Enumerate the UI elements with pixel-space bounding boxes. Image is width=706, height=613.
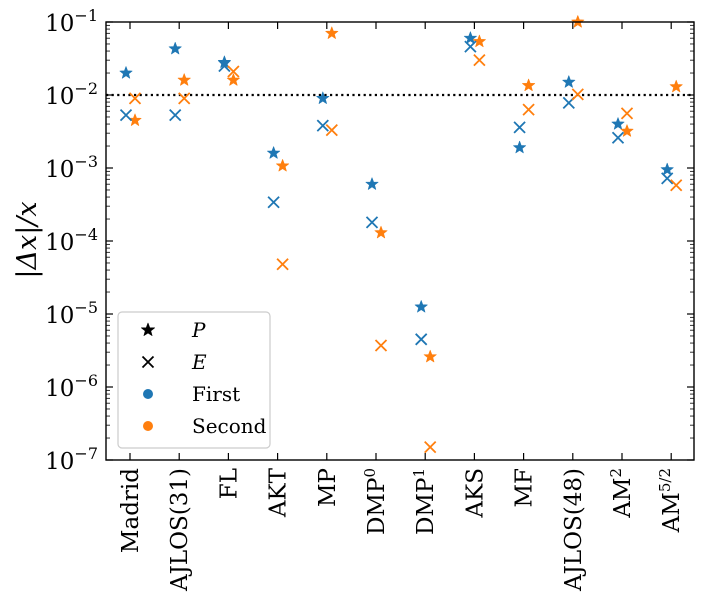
y-tick-label: 10−5 bbox=[45, 298, 98, 329]
point-second-p-8 bbox=[522, 78, 536, 92]
y-tick-label: 10−2 bbox=[45, 79, 98, 110]
point-second-e-9 bbox=[571, 88, 584, 101]
legend-label-p: P bbox=[191, 318, 206, 342]
point-second-p-10 bbox=[620, 124, 634, 137]
point-first-e-2 bbox=[218, 59, 231, 73]
point-first-p-11 bbox=[660, 162, 674, 176]
y-tick-label: 10−4 bbox=[45, 225, 98, 256]
point-second-e-0 bbox=[128, 92, 142, 105]
y-axis-label: |Δx|/x bbox=[12, 201, 43, 278]
legend-marker-first bbox=[143, 389, 153, 399]
legend-marker-e bbox=[141, 355, 155, 369]
point-first-e-11 bbox=[661, 172, 674, 185]
point-second-p-7 bbox=[472, 34, 486, 48]
point-first-e-1 bbox=[169, 108, 182, 122]
point-second-p-6 bbox=[423, 349, 437, 363]
plot-area: 10−7 10−6 10−5 10−4 10−3 10−2 10−1 Madrid AJLOS(… bbox=[45, 6, 695, 592]
legend-marker-second bbox=[143, 421, 153, 431]
legend-marker-p bbox=[141, 322, 155, 336]
x-category-label-10: AM2 bbox=[607, 468, 636, 519]
y-tick-label: 10−7 bbox=[45, 444, 98, 475]
legend: PE First Second bbox=[117, 311, 271, 449]
x-category-label-7: AKS bbox=[462, 468, 488, 519]
point-first-p-4 bbox=[316, 91, 330, 104]
point-first-p-0 bbox=[119, 66, 133, 79]
point-second-e-4 bbox=[325, 124, 338, 137]
point-first-e-0 bbox=[119, 108, 133, 122]
legend-label-second: Second bbox=[192, 414, 267, 438]
point-first-p-5 bbox=[365, 177, 379, 190]
legend-label-first: First bbox=[192, 382, 240, 406]
x-category-label-5: DMP0 bbox=[361, 468, 390, 535]
x-category-label-4: MP bbox=[315, 468, 341, 507]
point-second-e-1 bbox=[178, 92, 191, 105]
legend-label-e: E bbox=[191, 350, 207, 374]
point-first-e-5 bbox=[365, 216, 379, 229]
point-second-p-4 bbox=[325, 26, 339, 39]
x-category-label-0: Madrid bbox=[118, 468, 144, 553]
point-first-e-7 bbox=[464, 40, 477, 53]
point-second-e-2 bbox=[227, 65, 240, 78]
point-first-p-10 bbox=[611, 117, 625, 130]
point-second-e-3 bbox=[276, 258, 289, 271]
point-second-p-5 bbox=[374, 225, 388, 239]
point-second-p-3 bbox=[276, 159, 290, 172]
x-category-label-8: MF bbox=[512, 468, 538, 508]
point-second-p-2 bbox=[226, 73, 240, 86]
point-first-p-8 bbox=[513, 140, 527, 154]
point-first-e-6 bbox=[415, 333, 428, 346]
point-second-p-1 bbox=[177, 73, 191, 86]
x-category-label-2: FL bbox=[216, 468, 242, 499]
point-second-e-11 bbox=[670, 179, 683, 192]
point-first-e-8 bbox=[513, 121, 526, 134]
point-second-e-8 bbox=[522, 103, 535, 116]
point-second-p-11 bbox=[669, 79, 683, 93]
point-first-e-3 bbox=[267, 196, 280, 209]
y-tick-label: 10−6 bbox=[45, 371, 98, 402]
point-second-e-6 bbox=[424, 441, 437, 454]
point-second-e-10 bbox=[620, 107, 634, 120]
point-second-e-5 bbox=[374, 339, 388, 352]
x-category-label-3: AKT bbox=[266, 467, 292, 518]
point-second-e-7 bbox=[473, 54, 486, 67]
point-first-e-4 bbox=[316, 119, 329, 132]
x-category-label-11: AM5/2 bbox=[656, 468, 685, 533]
point-first-p-3 bbox=[267, 146, 281, 159]
point-first-p-7 bbox=[463, 31, 477, 44]
x-category-label-6: DMP1 bbox=[410, 468, 439, 535]
y-tick-label: 10−1 bbox=[45, 6, 98, 37]
point-first-e-10 bbox=[611, 131, 625, 144]
x-category-label-1: AJLOS(31) bbox=[167, 468, 193, 592]
x-category-label-9: AJLOS(48) bbox=[561, 468, 587, 592]
y-tick-label: 10−3 bbox=[45, 152, 98, 183]
point-first-p-9 bbox=[562, 75, 576, 88]
point-first-p-6 bbox=[414, 300, 428, 313]
legend-box bbox=[117, 311, 271, 449]
point-first-p-1 bbox=[168, 41, 182, 55]
